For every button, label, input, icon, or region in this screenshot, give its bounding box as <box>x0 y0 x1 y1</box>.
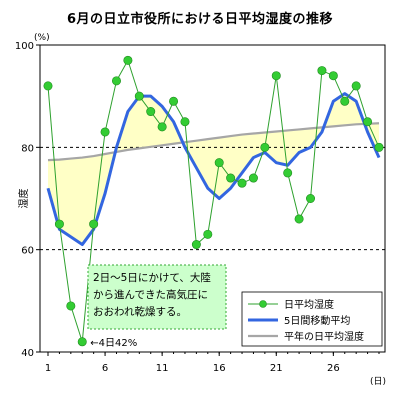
daily-point <box>111 76 121 86</box>
daily-point <box>66 301 76 311</box>
legend-label-daily: 日平均湿度 <box>284 298 334 311</box>
deviation-fill <box>48 93 379 245</box>
y-tick-label: 100 <box>15 41 34 52</box>
annotation-line: 2日～5日にかけて、大陸 <box>93 271 211 284</box>
y-axis-title: 湿度 <box>17 189 30 209</box>
daily-point <box>214 158 224 168</box>
daily-point <box>180 117 190 127</box>
daily-point <box>260 142 270 152</box>
plot-frame <box>39 44 386 353</box>
daily-point <box>100 127 110 137</box>
daily-point <box>191 240 201 250</box>
daily-point <box>374 142 384 152</box>
daily-point <box>226 173 236 183</box>
daily-point <box>54 219 64 229</box>
legend-label-moving-average: 5日間移動平均 <box>284 314 350 327</box>
daily-point <box>317 66 327 76</box>
y-tick-label: 80 <box>21 143 34 154</box>
annotation-box <box>87 264 227 330</box>
daily-point <box>283 168 293 178</box>
daily-point <box>123 55 133 65</box>
x-tick-label: 1 <box>45 363 51 374</box>
daily-point <box>248 173 258 183</box>
y-tick-label: 40 <box>21 348 34 359</box>
daily-point <box>306 194 316 204</box>
x-tick-label: 11 <box>156 363 169 374</box>
daily-point <box>134 91 144 101</box>
daily-point <box>77 337 87 347</box>
x-tick-label: 16 <box>213 363 226 374</box>
daily-point <box>157 122 167 132</box>
legend-marker-daily <box>259 300 267 308</box>
daily-point <box>169 96 179 106</box>
daily-point <box>43 81 53 91</box>
y-tick-label: 60 <box>21 246 34 257</box>
minimum-callout: ←4日42% <box>90 338 137 349</box>
series-line-moving-average <box>46 92 381 247</box>
x-unit-label: (日) <box>370 376 386 387</box>
daily-point <box>203 229 213 239</box>
daily-point <box>146 107 156 117</box>
daily-point <box>328 71 338 81</box>
x-tick-label: 26 <box>327 363 340 374</box>
annotation-line: から進んできた高気圧に <box>93 288 208 301</box>
daily-point <box>363 117 373 127</box>
legend-label-normal: 平年の日平均湿度 <box>284 330 364 343</box>
daily-point <box>237 178 247 188</box>
x-tick-label: 21 <box>270 363 283 374</box>
chart-title: 6月の日立市役所における日平均湿度の推移 <box>66 12 334 27</box>
annotation-line: おおわれ乾燥する。 <box>93 305 187 318</box>
y-unit-label: (%) <box>34 33 50 43</box>
x-tick-label: 6 <box>102 363 108 374</box>
daily-point <box>89 219 99 229</box>
daily-point <box>294 214 304 224</box>
daily-point <box>271 71 281 81</box>
daily-point <box>340 96 350 106</box>
daily-point <box>351 81 361 91</box>
